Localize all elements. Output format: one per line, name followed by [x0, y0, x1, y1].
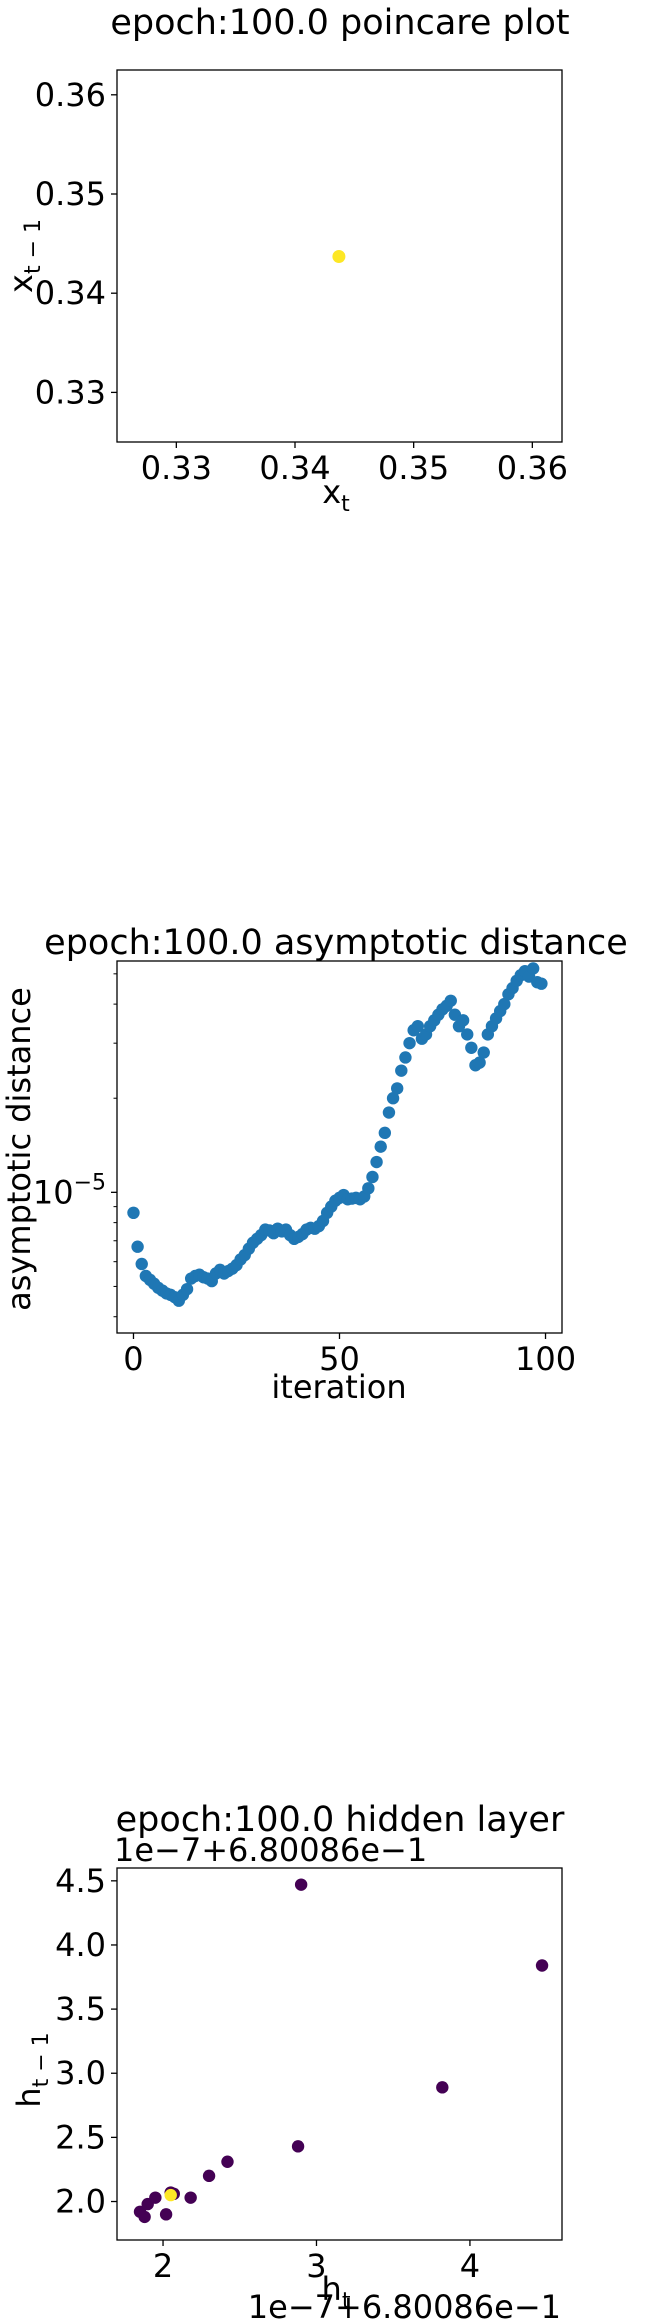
hidden-y-label: ht − 1 [10, 2032, 54, 2107]
hidden-points [133, 1878, 549, 2224]
hidden-point [164, 2188, 177, 2202]
asymptotic-x-label: iteration [271, 1368, 406, 1406]
asymptotic-distance-plot: epoch:100.0 asymptotic distance 0 50 100 1… [0, 923, 628, 1406]
poincare-x-tick-label: 0.35 [378, 449, 449, 487]
asymptotic-point [473, 1056, 486, 1069]
hidden-y-tick-label: 4.5 [55, 1862, 106, 1900]
asymptotic-point [395, 1064, 408, 1077]
asymptotic-point [382, 1106, 396, 1119]
asymptotic-x-tick-label: 0 [123, 1340, 143, 1378]
asymptotic-y-label: asymptotic distance [0, 987, 38, 1311]
hidden-y-tick-label: 4.0 [55, 1926, 106, 1964]
asymptotic-point [461, 1028, 474, 1041]
hidden-point [184, 2191, 197, 2204]
poincare-plot: epoch:100.0 poincare plot 0.33 0.34 0.35 0.… [2, 3, 570, 517]
asymptotic-point [399, 1051, 412, 1064]
poincare-y-ticks: 0.33 0.34 0.35 0.36 [35, 76, 117, 411]
asymptotic-title: epoch:100.0 asymptotic distance [44, 923, 628, 963]
poincare-x-ticks: 0.33 0.34 0.35 0.36 [141, 442, 568, 487]
asymptotic-point [526, 962, 540, 975]
poincare-x-tick-label: 0.34 [259, 449, 330, 487]
asymptotic-point [362, 1182, 375, 1195]
asymptotic-point [477, 1046, 490, 1059]
asymptotic-point [135, 1257, 148, 1271]
poincare-y-tick-label: 0.35 [35, 175, 106, 213]
asymptotic-point [465, 1041, 478, 1054]
poincare-plot-area [116, 69, 563, 443]
hidden-y-tick-label: 3.0 [55, 2054, 106, 2092]
hidden-point [535, 1959, 549, 1972]
hidden-y-tick-label: 2.5 [55, 2118, 106, 2156]
poincare-title: epoch:100.0 poincare plot [110, 3, 569, 43]
hidden-x-offset-text: 1e−7+6.80086e−1 [248, 2288, 561, 2321]
asymptotic-point [127, 1206, 140, 1220]
poincare-y-tick-label: 0.36 [35, 76, 106, 114]
poincare-x-tick-label: 0.33 [141, 449, 212, 487]
asymptotic-point [456, 1014, 470, 1027]
hidden-y-offset-text: 1e−7+6.80086e−1 [114, 1831, 427, 1869]
hidden-x-tick-label: 2 [153, 2247, 173, 2285]
asymptotic-x-tick-label: 50 [319, 1340, 360, 1378]
asymptotic-y-ticks: 10−5 [33, 973, 117, 1318]
hidden-x-tick-label: 4 [460, 2247, 480, 2285]
asymptotic-point [180, 1282, 194, 1296]
hidden-point [149, 2191, 162, 2204]
poincare-x-label: xt [322, 473, 350, 517]
asymptotic-point [378, 1126, 392, 1140]
hidden-title: epoch:100.0 hidden layer [116, 1800, 565, 1840]
poincare-y-tick-label: 0.33 [35, 373, 106, 411]
asymptotic-point [411, 1019, 424, 1033]
asymptotic-point [386, 1092, 400, 1105]
poincare-y-tick-label: 0.34 [35, 274, 106, 312]
poincare-x-tick-label: 0.36 [497, 449, 568, 487]
hidden-layer-plot: epoch:100.0 hidden layer 1e−7+6.80086e−1… [10, 1800, 565, 2321]
asymptotic-point [390, 1082, 404, 1095]
asymptotic-x-ticks: 0 50 100 [123, 1333, 576, 1378]
hidden-point [202, 2169, 216, 2183]
asymptotic-point [374, 1140, 387, 1153]
hidden-point [159, 2208, 173, 2221]
hidden-x-ticks: 2 3 4 [153, 2240, 480, 2285]
hidden-point [221, 2155, 234, 2168]
poincare-points [332, 249, 346, 263]
asymptotic-x-tick-label: 100 [515, 1340, 576, 1378]
asymptotic-point [131, 1240, 144, 1253]
hidden-y-tick-label: 2.0 [55, 2183, 106, 2221]
poincare-y-label: xt − 1 [2, 219, 46, 293]
asymptotic-point [366, 1170, 379, 1184]
hidden-y-ticks: 2.0 2.5 3.0 3.5 4.0 4.5 [55, 1862, 117, 2221]
asymptotic-y-tick-label: 10−5 [33, 1170, 106, 1211]
asymptotic-points [127, 962, 548, 1307]
asymptotic-point [498, 997, 511, 1011]
poincare-point [332, 249, 346, 263]
hidden-x-tick-label: 3 [306, 2247, 326, 2285]
hidden-point [291, 2140, 305, 2153]
hidden-point [294, 1878, 308, 1891]
asymptotic-point [370, 1155, 383, 1169]
hidden-point [138, 2210, 151, 2224]
hidden-point [436, 2081, 449, 2094]
hidden-y-tick-label: 3.5 [55, 1990, 106, 2028]
asymptotic-point [444, 994, 457, 1007]
hidden-plot-area [116, 1867, 563, 2241]
asymptotic-point [403, 1036, 416, 1050]
asymptotic-point [535, 977, 548, 990]
hidden-x-label: ht [322, 2270, 351, 2314]
